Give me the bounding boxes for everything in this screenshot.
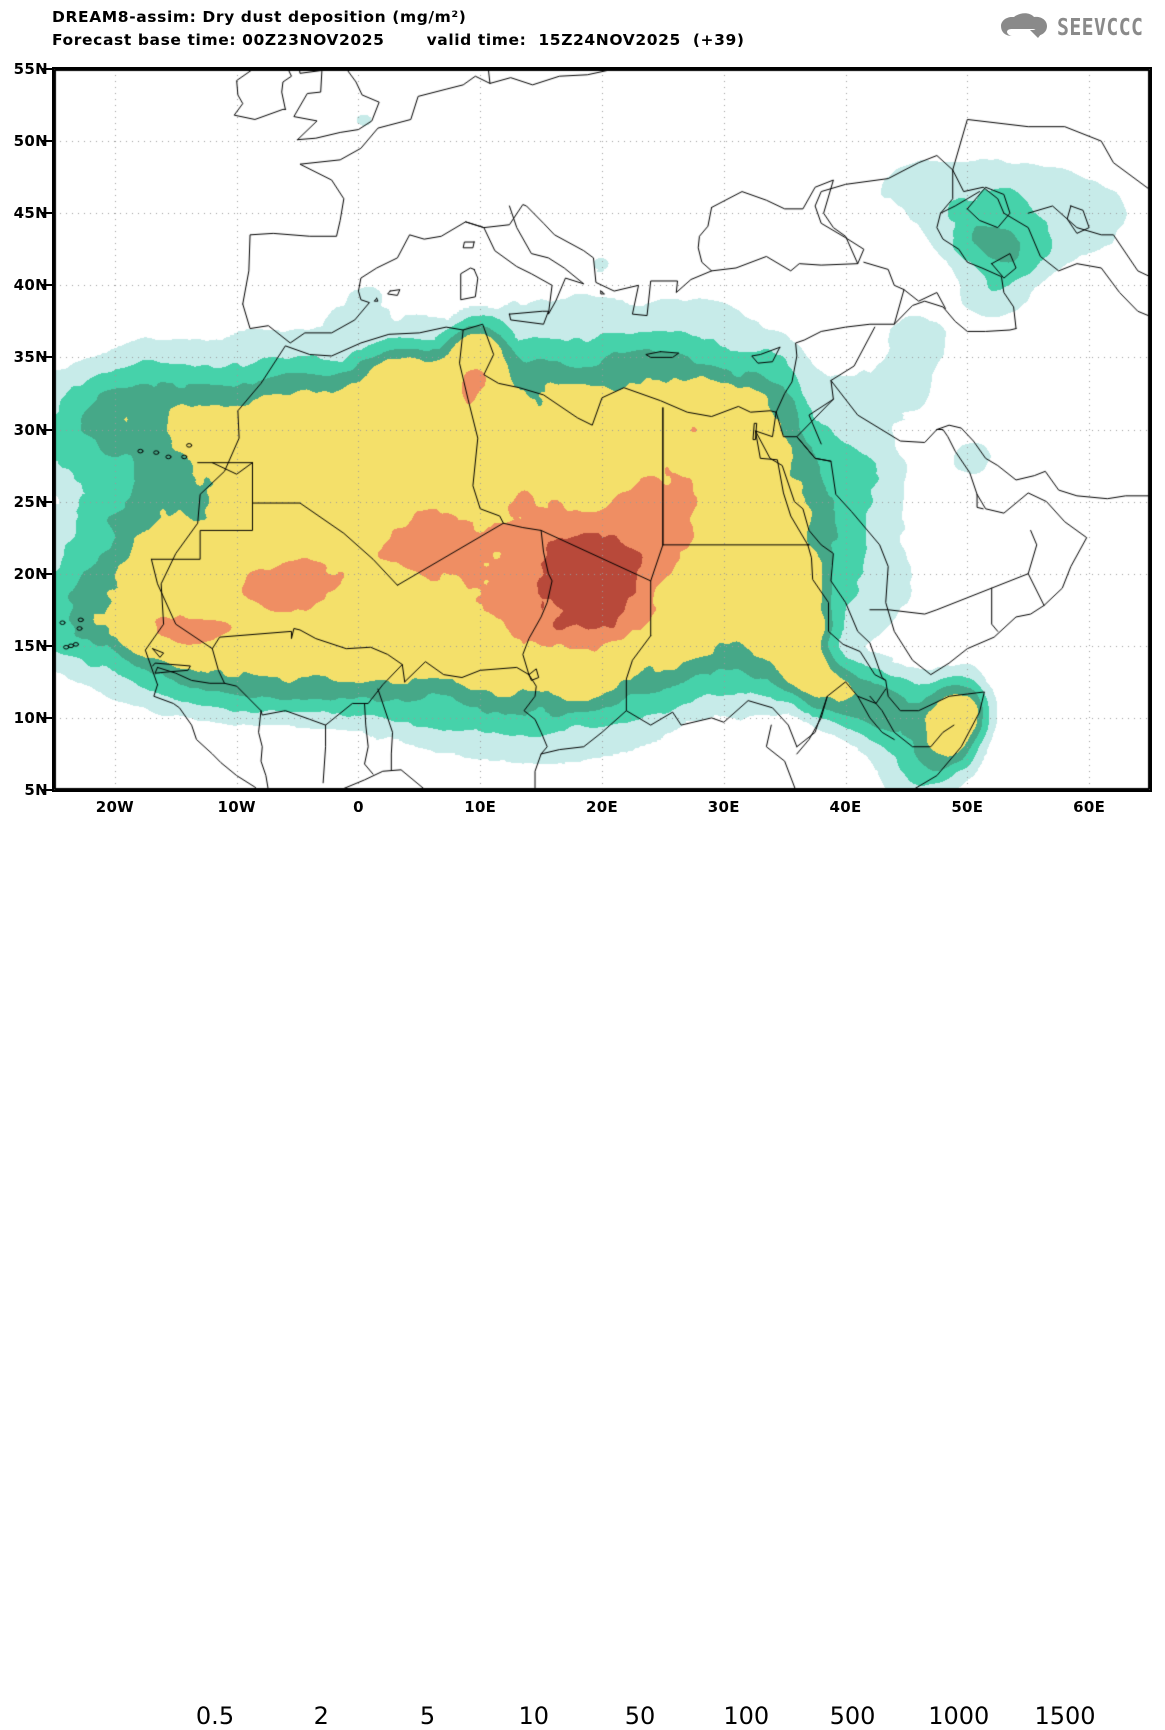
x-tick-label: 0: [353, 798, 364, 816]
colorbar-tick-500: 500: [829, 1702, 876, 1730]
cloud-icon: [1000, 13, 1047, 38]
y-tick-label: 55N: [13, 60, 48, 78]
dust-deposition-map: [54, 69, 1150, 790]
y-tick-label: 50N: [13, 132, 48, 151]
y-tick-label: 5N: [24, 781, 48, 799]
y-tick: [42, 789, 52, 791]
y-tick: [42, 140, 52, 143]
y-tick: [42, 644, 52, 647]
page-title: DREAM8-assim: Dry dust deposition (mg/m²…: [52, 8, 467, 26]
y-tick-label: 35N: [13, 348, 48, 367]
x-tick-label: 50E: [951, 798, 984, 816]
plot-frame: [52, 67, 1152, 792]
y-tick: [42, 716, 52, 719]
colorbar-tick-10: 10: [518, 1702, 550, 1730]
logo-text: SEEVCCC: [1056, 15, 1143, 41]
base-time-text: Forecast base time: 00Z23NOV2025: [52, 31, 385, 49]
y-tick: [42, 284, 52, 287]
y-tick: [42, 68, 52, 70]
y-tick-label: 20N: [13, 564, 48, 583]
y-tick: [42, 356, 52, 359]
y-tick-label: 40N: [13, 276, 48, 295]
x-tick-label: 10W: [217, 798, 256, 816]
y-tick-label: 30N: [13, 420, 48, 439]
colorbar-tick-1000: 1000: [928, 1702, 990, 1730]
x-tick-label: 60E: [1073, 798, 1106, 816]
y-tick-label: 45N: [13, 204, 48, 223]
colorbar-tick-100: 100: [723, 1702, 770, 1730]
colorbar-svg: [0, 840, 1165, 907]
colorbar-tick-50: 50: [624, 1702, 656, 1730]
seevccc-logo: SEEVCCC: [1000, 10, 1157, 46]
colorbar-tick-0.5: 0.5: [195, 1702, 235, 1730]
y-tick-label: 25N: [13, 492, 48, 511]
x-tick-label: 20E: [585, 798, 619, 816]
x-tick-label: 10E: [464, 798, 497, 816]
y-tick: [42, 428, 52, 431]
map-plot-area: [52, 67, 1152, 792]
valid-time-text: valid time: 15Z24NOV2025 (+39): [426, 31, 745, 49]
y-tick: [42, 500, 52, 503]
colorbar-tick-2: 2: [313, 1702, 329, 1730]
y-tick-label: 10N: [13, 708, 48, 727]
colorbar-tick-1500: 1500: [1034, 1702, 1096, 1730]
forecast-time-line: Forecast base time: 00Z23NOV2025 valid ti…: [52, 31, 745, 49]
colorbar: 0.5 2 5 10 50 100 500 1000 1500: [0, 840, 1165, 1730]
colorbar-tick-5: 5: [419, 1702, 436, 1730]
x-tick-label: 20W: [95, 798, 135, 816]
chart-header: DREAM8-assim: Dry dust deposition (mg/m²…: [0, 0, 1165, 62]
x-tick-label: 30E: [707, 798, 740, 816]
y-tick-label: 15N: [13, 636, 48, 655]
y-tick: [42, 572, 52, 575]
y-tick: [42, 212, 52, 215]
x-tick-label: 40E: [829, 798, 862, 816]
